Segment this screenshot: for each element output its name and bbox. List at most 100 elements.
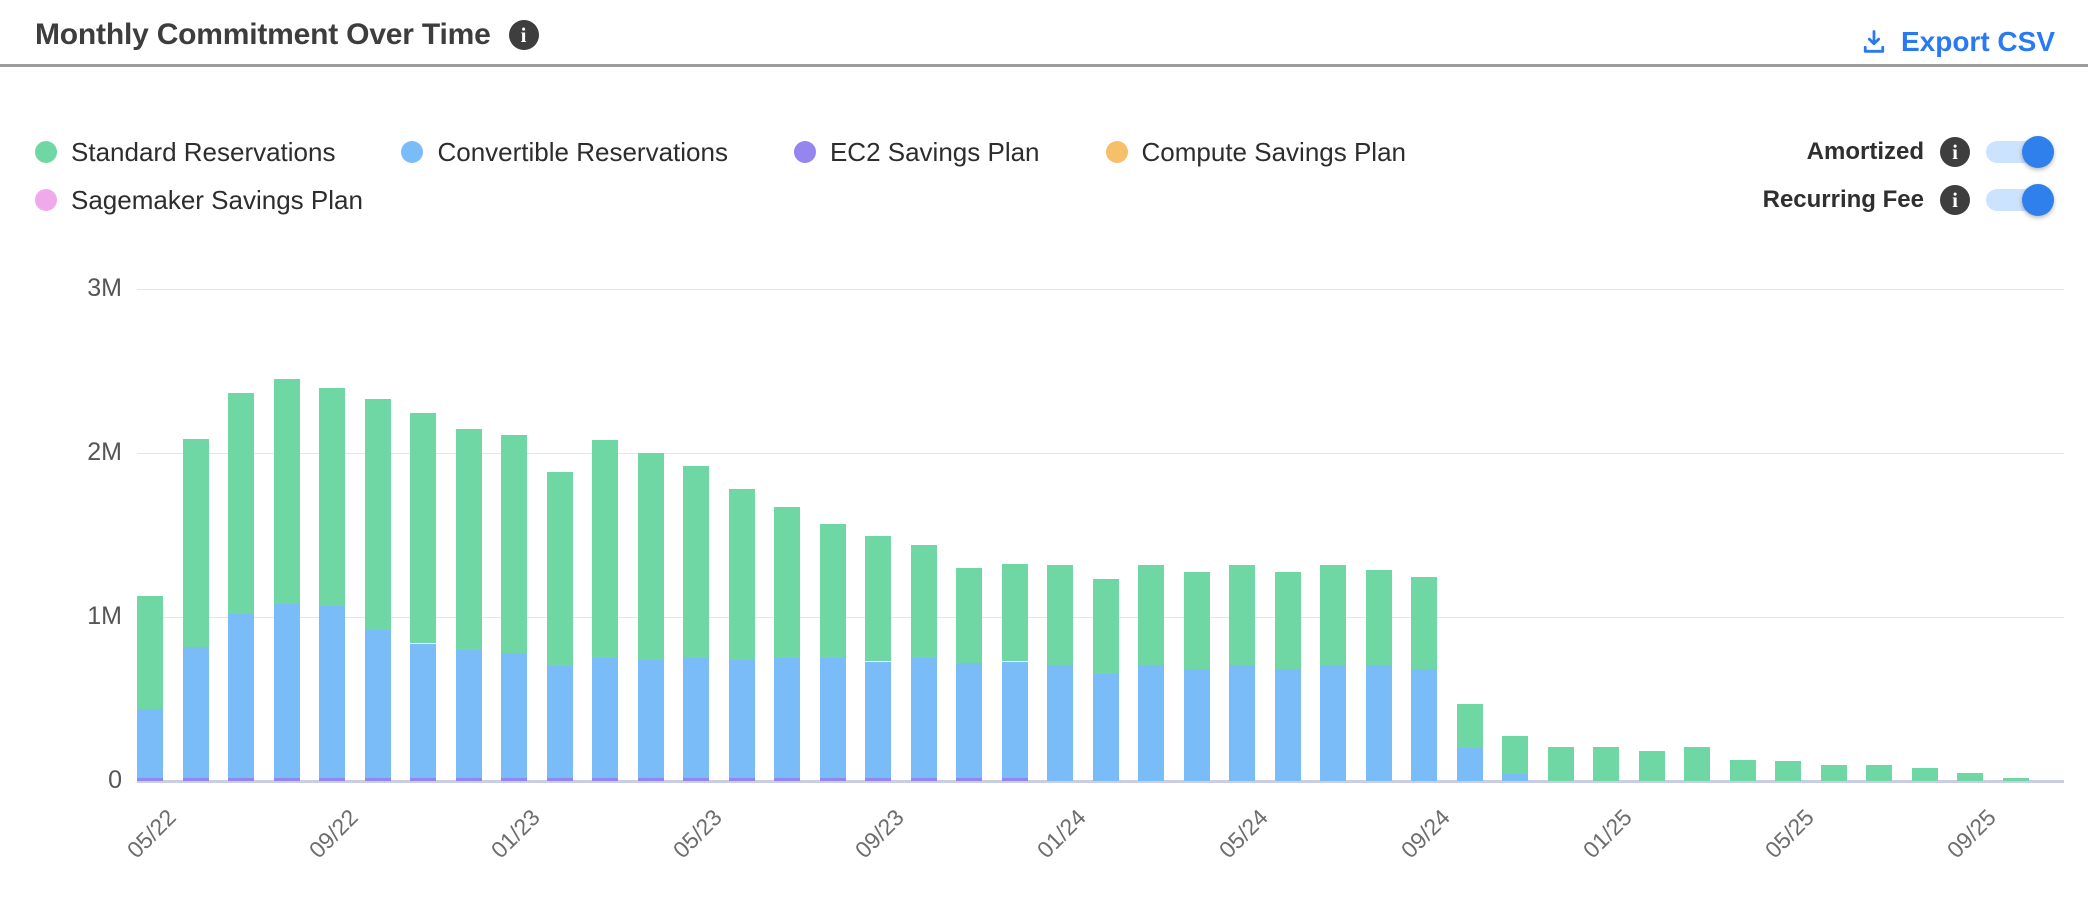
- bar-segment-ec2-savings-plan: [546, 778, 573, 781]
- bar-segment-standard-reservations: [1775, 761, 1801, 781]
- bar-11-22[interactable]: [410, 0, 436, 781]
- bar-09-24[interactable]: [1411, 0, 1437, 781]
- bar-07-24[interactable]: [1320, 0, 1346, 781]
- bar-segment-standard-reservations: [273, 379, 300, 604]
- bar-segment-standard-reservations: [1047, 565, 1073, 665]
- bar-segment-standard-reservations: [1593, 747, 1619, 781]
- bar-01-23[interactable]: [501, 0, 527, 781]
- bar-03-25[interactable]: [1684, 0, 1710, 781]
- bar-07-23[interactable]: [774, 0, 800, 781]
- bar-12-23[interactable]: [1001, 0, 1028, 781]
- bar-08-25[interactable]: [1911, 0, 1938, 781]
- bar-segment-convertible-reservations: [410, 644, 436, 778]
- bar-06-23[interactable]: [728, 0, 755, 781]
- title-info-icon[interactable]: i: [508, 20, 539, 50]
- bar-segment-convertible-reservations: [1092, 674, 1119, 781]
- bar-03-23[interactable]: [592, 0, 618, 781]
- bar-segment-ec2-savings-plan: [1001, 778, 1028, 781]
- bar-segment-convertible-reservations: [1456, 748, 1483, 781]
- legend-dot-icon: [35, 189, 57, 211]
- x-axis-label-01-25: 01/25: [1577, 803, 1637, 864]
- bar-10-25[interactable]: [2002, 0, 2029, 781]
- recurring-fee-toggle[interactable]: [1986, 184, 2054, 216]
- bar-05-22[interactable]: [137, 0, 163, 781]
- bar-segment-convertible-reservations: [1411, 669, 1437, 781]
- bar-segment-standard-reservations: [728, 489, 755, 660]
- page-title: Monthly Commitment Over Time: [35, 18, 491, 51]
- gridline-2m: [137, 453, 2064, 454]
- bar-segment-convertible-reservations: [819, 658, 846, 778]
- bar-02-25[interactable]: [1638, 0, 1665, 781]
- bar-05-23[interactable]: [683, 0, 709, 781]
- bar-segment-convertible-reservations: [1047, 665, 1073, 781]
- bar-09-22[interactable]: [319, 0, 345, 781]
- legend-item-label: EC2 Savings Plan: [829, 136, 1040, 167]
- bar-04-25[interactable]: [1729, 0, 1756, 781]
- bar-12-22[interactable]: [455, 0, 482, 781]
- bar-10-22[interactable]: [364, 0, 391, 781]
- bar-07-25[interactable]: [1866, 0, 1892, 781]
- legend-item-standard-reservations[interactable]: Standard Reservations: [35, 137, 335, 168]
- bar-12-24[interactable]: [1547, 0, 1574, 781]
- bar-08-23[interactable]: [819, 0, 846, 781]
- bar-segment-standard-reservations: [956, 568, 982, 663]
- bar-02-24[interactable]: [1092, 0, 1119, 781]
- bar-09-25[interactable]: [1957, 0, 1983, 781]
- header-divider: [0, 64, 2088, 67]
- bar-segment-standard-reservations: [364, 399, 391, 630]
- bar-02-23[interactable]: [546, 0, 573, 781]
- bar-segment-convertible-reservations: [228, 614, 254, 778]
- bar-segment-standard-reservations: [1638, 751, 1665, 781]
- bar-segment-convertible-reservations: [1320, 665, 1346, 781]
- bar-segment-standard-reservations: [774, 507, 800, 658]
- bar-segment-standard-reservations: [137, 596, 163, 709]
- bar-segment-standard-reservations: [1001, 564, 1028, 661]
- legend-item-convertible-reservations[interactable]: Convertible Reservations: [401, 136, 728, 168]
- bar-segment-convertible-reservations: [1274, 669, 1301, 781]
- bar-segment-ec2-savings-plan: [774, 778, 800, 781]
- bar-segment-ec2-savings-plan: [956, 778, 982, 781]
- bar-06-24[interactable]: [1274, 0, 1301, 781]
- bar-08-22[interactable]: [273, 0, 300, 781]
- bar-04-23[interactable]: [637, 0, 664, 781]
- bar-segment-ec2-savings-plan: [865, 778, 891, 781]
- bar-11-23[interactable]: [956, 0, 982, 781]
- bar-11-24[interactable]: [1502, 0, 1528, 781]
- bar-segment-standard-reservations: [1411, 577, 1437, 669]
- amortized-toggle[interactable]: [1986, 136, 2054, 168]
- bar-06-22[interactable]: [182, 0, 209, 781]
- amortized-label: Amortized: [1806, 138, 1924, 165]
- bar-segment-standard-reservations: [1456, 704, 1483, 748]
- bar-06-25[interactable]: [1820, 0, 1847, 781]
- legend-item-sagemaker-savings-plan[interactable]: Sagemaker Savings Plan: [35, 185, 363, 216]
- bar-09-23[interactable]: [865, 0, 891, 781]
- recurring-fee-info-icon[interactable]: i: [1940, 185, 1970, 215]
- bar-segment-convertible-reservations: [774, 658, 800, 778]
- bar-01-25[interactable]: [1593, 0, 1619, 781]
- bar-segment-standard-reservations: [182, 439, 209, 647]
- legend-item-label: Convertible Reservations: [437, 136, 728, 167]
- bar-segment-convertible-reservations: [182, 647, 209, 778]
- bar-segment-standard-reservations: [1547, 747, 1574, 781]
- bar-segment-ec2-savings-plan: [319, 778, 345, 781]
- bar-05-25[interactable]: [1775, 0, 1801, 781]
- export-csv-button[interactable]: Export CSV: [1860, 26, 2055, 58]
- bar-segment-standard-reservations: [1729, 760, 1756, 781]
- bar-08-24[interactable]: [1365, 0, 1392, 781]
- bar-07-22[interactable]: [228, 0, 254, 781]
- bar-segment-standard-reservations: [501, 435, 527, 653]
- bar-segment-convertible-reservations: [1001, 662, 1028, 778]
- download-icon: [1863, 30, 1885, 53]
- bar-10-23[interactable]: [910, 0, 937, 781]
- legend-item-compute-savings-plan[interactable]: Compute Savings Plan: [1105, 137, 1406, 168]
- amortized-info-icon[interactable]: i: [1940, 137, 1970, 167]
- bar-10-24[interactable]: [1456, 0, 1483, 781]
- bar-01-24[interactable]: [1047, 0, 1073, 781]
- bar-05-24[interactable]: [1229, 0, 1255, 781]
- bar-03-24[interactable]: [1138, 0, 1164, 781]
- legend-item-ec2-savings-plan[interactable]: EC2 Savings Plan: [793, 136, 1040, 168]
- bar-segment-ec2-savings-plan: [683, 778, 709, 781]
- bar-04-24[interactable]: [1183, 0, 1210, 781]
- bar-segment-ec2-savings-plan: [228, 778, 254, 781]
- bar-segment-standard-reservations: [1684, 747, 1710, 781]
